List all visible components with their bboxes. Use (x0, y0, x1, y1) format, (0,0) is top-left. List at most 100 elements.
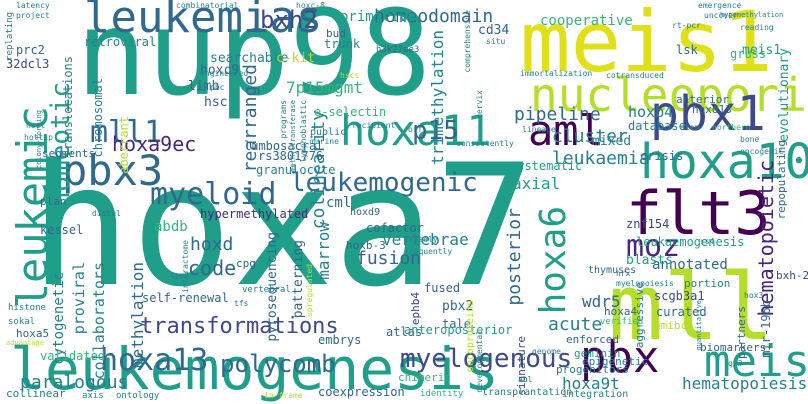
word-crisis: crisis (640, 150, 683, 162)
word-abdb: abdb (154, 220, 188, 234)
word-patterning: patterning (292, 240, 305, 318)
word-hsc: hsc (204, 96, 227, 109)
word-biomarkers: biomarkers (700, 342, 766, 353)
word-enforced: enforced (566, 334, 619, 345)
word-vertebral: vertebral (242, 286, 291, 295)
word-chimeric: chimeric (398, 372, 451, 383)
word-consistently: consistently (456, 140, 514, 148)
word-chromosomal: chromosomal (92, 78, 104, 157)
word-reading: reading (740, 24, 774, 32)
word-aberrant: aberrant (118, 116, 130, 174)
word-hypermethylated: hypermethylated (200, 208, 308, 220)
word-hoxd9: hoxd9 (350, 208, 380, 218)
word-segments: segments (42, 148, 95, 159)
word-cooperative: cooperative (540, 14, 633, 28)
word-lsk: lsk (676, 44, 698, 56)
word-myelopoiesis: myelopoiesis (616, 280, 674, 288)
word-hoxa5: hoxa5 (16, 328, 49, 339)
word-ephb4: ephb4 (410, 292, 421, 325)
word-pbc: pbc (210, 84, 224, 92)
word-portion: portion (684, 278, 730, 289)
word-prc2: prc2 (16, 44, 45, 56)
word-lymphoblastic: lymphoblastic (300, 100, 308, 163)
word-ckit: c-kit (276, 52, 315, 65)
word-hoxb3: hoxb-3 (346, 240, 386, 251)
word-cervix: cervix (476, 90, 484, 119)
word-hypomethylation: hypomethylation (720, 12, 783, 19)
word-anterior: anterior (676, 94, 729, 105)
word-bxh2: bxh2 (260, 8, 318, 32)
word-polycomb: polycomb (220, 352, 336, 376)
word-trimethylation: trimethylation (430, 30, 446, 165)
word-bxh2-small: bxh-2 (776, 270, 808, 281)
word-posterior: posterior (506, 208, 524, 306)
word-cd34: cd34 (478, 24, 509, 37)
word-frequently: frequently (404, 248, 452, 256)
word-translocations: translocations (62, 56, 74, 157)
word-lineage: lineage (522, 126, 556, 134)
word-integration: integration (562, 390, 628, 400)
word-hrx: hrx (616, 270, 630, 278)
word-kessel: kessel (40, 224, 83, 236)
word-leukaemogenesis: leukaemogenesis (636, 236, 744, 248)
word-acute: acute (548, 316, 602, 334)
word-orf: orf (408, 126, 422, 134)
word-quantitative: quantitative (696, 300, 703, 351)
word-hsct: hsct (26, 122, 45, 130)
word-programs: programs (280, 100, 288, 139)
word-meis1-small: meis1 (742, 44, 781, 57)
word-replating: replating (6, 12, 15, 61)
word-nmibc: nmibc (654, 320, 687, 331)
word-project: project (16, 12, 50, 20)
word-collinear: collinear (6, 388, 66, 399)
word-hoxb4: hoxb4 (628, 105, 673, 120)
word-hoxa6: hoxa6 (536, 206, 572, 314)
word-selfrenewal: self-renewal (142, 292, 229, 304)
word-distal: distal (92, 210, 121, 218)
word-interactome: interactome (182, 240, 190, 293)
word-latency: latency (16, 2, 50, 10)
word-anteroposterior: anteroposterior (404, 324, 512, 336)
word-abl: abl (518, 376, 532, 384)
word-h3k27me3: h3k27me3 (376, 46, 419, 55)
word-colonyforming: colony-forming (36, 110, 43, 169)
word-murine: murine (310, 138, 339, 146)
word-northern: northern (712, 124, 751, 132)
word-upregulated: upregulated (306, 264, 314, 317)
word-hoxd: hoxd (190, 236, 233, 254)
word-cotransduced: cotransduced (606, 72, 664, 80)
word-cofactor: cofactor (366, 222, 424, 234)
word-recipient: recipient (352, 122, 395, 130)
word-broadly: broadly (404, 236, 438, 244)
word-embrys: embrys (318, 334, 361, 346)
word-methyltransferase: methyltransferase (290, 100, 297, 172)
word-oncogenic: oncogenic (740, 148, 783, 156)
word-histone: histone (8, 304, 46, 313)
word-combinatorial: combinatorial (176, 2, 239, 10)
word-validated: validated (40, 350, 105, 362)
word-identity: identity (420, 390, 463, 399)
word-inframe: in-frame (264, 392, 303, 400)
word-tfs: tfs (234, 300, 248, 308)
word-verified: verified (600, 318, 643, 327)
word-transformations: transformations (140, 316, 339, 338)
word-rs4: rs4 (700, 238, 714, 246)
word-advantage: advantage (6, 340, 44, 347)
word-cml: cml (326, 196, 351, 210)
word-bud: bud (326, 28, 346, 39)
word-znf154: znf154 (626, 218, 669, 230)
word-rtpcr: rt-pcr (672, 22, 701, 30)
word-marrow: marrow (316, 222, 332, 280)
word-coexpression: coexpression (318, 386, 405, 398)
word-primitive: primitive (340, 10, 416, 24)
word-fused: fused (424, 282, 460, 294)
word-database: database (628, 120, 686, 132)
word-progenitors: progenitors (556, 364, 629, 375)
word-eselectin: e-selectin (314, 106, 386, 118)
word-code: code (188, 258, 236, 278)
word-transplantation: transplantation (482, 388, 572, 398)
word-stem: stem (680, 124, 699, 132)
word-hematopoiesis: hematopoiesis (682, 376, 807, 392)
word-cpg: cpg (236, 258, 256, 269)
